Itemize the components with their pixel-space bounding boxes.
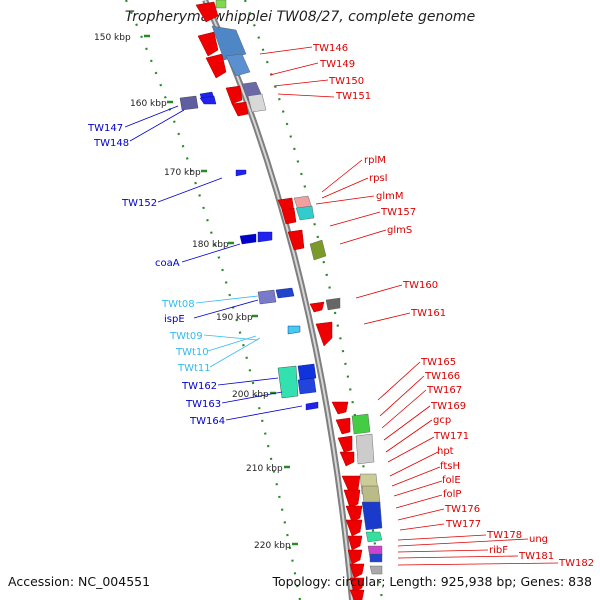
gene-arrow xyxy=(335,417,351,435)
gene-label: TW150 xyxy=(328,76,364,87)
tick-label: 190 kbp xyxy=(216,313,253,323)
gene-arrow xyxy=(275,287,295,299)
gene-label: TW167 xyxy=(426,385,462,396)
gene-arrow xyxy=(195,1,219,23)
inner-tick-track xyxy=(124,0,302,600)
rna-leader-lines xyxy=(195,295,261,368)
gene-label: TW163 xyxy=(185,399,221,410)
gene-label: TW166 xyxy=(424,371,460,382)
gene-arrow xyxy=(345,519,363,537)
gene-label: rpsI xyxy=(369,173,388,184)
rna-label: TWt10 xyxy=(175,347,209,358)
gene-arrow xyxy=(349,563,365,579)
gene-label: ribF xyxy=(489,545,508,556)
reverse-leader-lines xyxy=(259,46,559,566)
gene-arrow xyxy=(235,169,247,177)
gene-label: TW176 xyxy=(444,504,480,515)
gene-label: TW181 xyxy=(518,551,554,562)
gene-label: TW161 xyxy=(410,308,446,319)
gene-arrow xyxy=(305,401,319,411)
gene-label: TW182 xyxy=(558,558,594,569)
gene-arrow xyxy=(257,231,273,243)
accession-text: Accession: NC_004551 xyxy=(8,574,151,589)
gene-label: TW178 xyxy=(486,530,522,541)
gene-label: gcp xyxy=(433,415,451,426)
gene-arrow xyxy=(225,85,243,105)
tick-label: 220 kbp xyxy=(254,541,291,551)
gene-arrow xyxy=(239,233,257,245)
gene-arrow xyxy=(315,321,333,347)
gene-label: TW171 xyxy=(433,431,469,442)
gene-label: glmS xyxy=(387,225,412,236)
gene-label: ispE xyxy=(164,314,185,325)
gene-arrow xyxy=(349,589,365,600)
tick-label: 200 kbp xyxy=(232,390,269,400)
gene-arrow xyxy=(347,535,363,551)
rna-label: TWt11 xyxy=(177,363,211,374)
gene-arrow xyxy=(339,451,355,467)
gene-label: TW152 xyxy=(121,198,157,209)
gene-label: TW146 xyxy=(312,43,348,54)
gene-arrow xyxy=(349,577,365,593)
reverse-cog-blocks xyxy=(211,0,383,575)
gene-arrow xyxy=(343,489,361,509)
gene-label: TW165 xyxy=(420,357,456,368)
gene-label: TW164 xyxy=(189,416,225,427)
gene-arrow xyxy=(287,229,305,251)
gene-label: ung xyxy=(529,534,548,545)
rna-label: TWt09 xyxy=(169,331,203,342)
gene-arrow xyxy=(205,53,227,79)
gene-arrow xyxy=(297,363,317,381)
gene-label: TW148 xyxy=(93,138,129,149)
gene-label: coaA xyxy=(155,258,180,269)
rna-label: TWt08 xyxy=(161,299,195,310)
gene-arrow xyxy=(287,325,301,335)
gene-label: TW162 xyxy=(181,381,217,392)
gene-arrow xyxy=(231,101,249,117)
gene-arrow xyxy=(309,301,325,313)
gene-arrow xyxy=(297,377,317,395)
gene-label: folE xyxy=(442,475,461,486)
tick-label: 150 kbp xyxy=(94,33,131,43)
tick-label: 160 kbp xyxy=(130,99,167,109)
tick-marks xyxy=(144,34,298,546)
gene-label: TW160 xyxy=(402,280,438,291)
gene-label: glmM xyxy=(376,191,404,202)
reverse-strand-genes xyxy=(195,1,365,600)
gene-arrow xyxy=(345,505,363,523)
gene-label: folP xyxy=(443,489,461,500)
gene-label: TW151 xyxy=(335,91,371,102)
gene-arrow xyxy=(197,31,219,57)
gene-arrow xyxy=(347,549,363,565)
gene-arrow xyxy=(331,401,349,415)
gene-label: TW177 xyxy=(445,519,481,530)
forward-strand-genes xyxy=(199,91,319,411)
tick-label: 210 kbp xyxy=(246,464,283,474)
forward-leader-lines xyxy=(124,105,303,421)
gene-arrow xyxy=(337,435,353,453)
tick-label: 170 kbp xyxy=(164,168,201,178)
gene-arrow xyxy=(281,207,297,225)
gene-arrow xyxy=(199,95,217,105)
forward-cog-blocks xyxy=(179,95,299,399)
gene-label: hpt xyxy=(437,446,454,457)
genome-summary-text: Topology: circular; Length: 925,938 bp; … xyxy=(272,574,593,589)
gene-label: TW149 xyxy=(319,59,355,70)
gene-label: TW147 xyxy=(87,123,123,134)
tick-label: 180 kbp xyxy=(192,240,229,250)
gene-label: TW157 xyxy=(380,207,416,218)
gene-label: rplM xyxy=(364,155,386,166)
gene-label: TW169 xyxy=(430,401,466,412)
gene-label: ftsH xyxy=(440,461,460,472)
